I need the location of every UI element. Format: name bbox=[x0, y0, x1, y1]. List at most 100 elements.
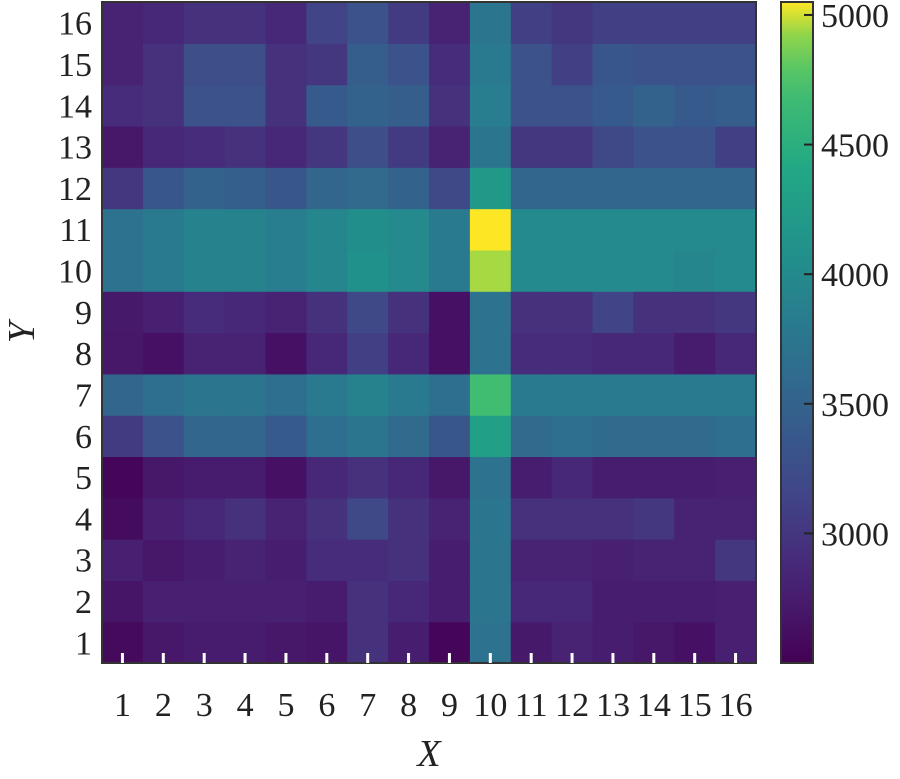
colorbar-tick-label: 3000 bbox=[821, 516, 889, 553]
x-tick-label: 4 bbox=[237, 687, 254, 724]
heatmap-cell bbox=[347, 373, 389, 416]
heatmap-cell bbox=[306, 415, 348, 458]
heatmap-cell bbox=[469, 84, 512, 127]
y-tick-label: 13 bbox=[58, 130, 92, 167]
heatmap-cell bbox=[429, 167, 471, 210]
heatmap-cell bbox=[102, 2, 144, 44]
heatmap-cell bbox=[551, 43, 594, 86]
heatmap-cell bbox=[142, 456, 185, 499]
heatmap-cell bbox=[265, 332, 307, 375]
heatmap-cell bbox=[347, 167, 389, 210]
plot-frame bbox=[101, 1, 757, 664]
heatmap-cell bbox=[510, 291, 553, 334]
heatmap-cell bbox=[633, 125, 675, 168]
y-tick-label: 12 bbox=[58, 171, 92, 208]
heatmap-cell bbox=[224, 167, 267, 210]
heatmap-cell bbox=[429, 2, 471, 44]
heatmap-cell bbox=[633, 539, 675, 581]
heatmap-cell bbox=[429, 43, 471, 86]
heatmap-cell bbox=[183, 84, 226, 127]
x-axis-title: X bbox=[415, 733, 442, 775]
colorbar-frame bbox=[780, 1, 814, 664]
colorbar-tick-label: 3500 bbox=[821, 387, 889, 424]
heatmap-cell bbox=[224, 208, 267, 251]
heatmap-cell bbox=[265, 580, 307, 623]
heatmap-cell bbox=[265, 373, 307, 416]
heatmap-cell bbox=[674, 415, 716, 458]
heatmap-cell bbox=[674, 43, 716, 86]
heatmap-cell bbox=[429, 497, 471, 540]
heatmap-cell bbox=[183, 167, 226, 210]
heatmap-cell bbox=[510, 167, 553, 210]
heatmap-cell bbox=[388, 43, 430, 86]
heatmap-cell bbox=[674, 291, 716, 334]
heatmap-cell bbox=[510, 456, 553, 499]
heatmap-cell bbox=[674, 539, 716, 581]
heatmap-cell bbox=[102, 291, 144, 334]
heatmap-cell bbox=[592, 125, 634, 168]
heatmap-cell bbox=[429, 332, 471, 375]
heatmap-cell bbox=[306, 125, 348, 168]
heatmap-cell bbox=[102, 539, 144, 581]
heatmap-cell bbox=[142, 415, 185, 458]
x-tick-label: 5 bbox=[277, 687, 294, 724]
heatmap-cell bbox=[142, 167, 185, 210]
heatmap-cell bbox=[388, 497, 430, 540]
x-tick-label: 1 bbox=[114, 687, 131, 724]
heatmap-cell bbox=[183, 539, 226, 581]
y-tick-label: 9 bbox=[75, 295, 92, 332]
heatmap-cell bbox=[510, 415, 553, 458]
heatmap-cell bbox=[347, 84, 389, 127]
heatmap-cell bbox=[347, 2, 389, 44]
heatmap-cell bbox=[142, 539, 185, 581]
heatmap-cell bbox=[510, 332, 553, 375]
x-tick-label: 2 bbox=[155, 687, 172, 724]
heatmap-cell bbox=[183, 125, 226, 168]
heatmap-cell bbox=[265, 208, 307, 251]
heatmap-cell bbox=[102, 167, 144, 210]
heatmap-cell bbox=[633, 373, 675, 416]
heatmap-cell bbox=[102, 84, 144, 127]
heatmap-cell bbox=[592, 291, 634, 334]
heatmap-cell bbox=[306, 373, 348, 416]
heatmap-cell bbox=[469, 249, 512, 292]
heatmap-cell bbox=[510, 539, 553, 581]
x-tick-label: 7 bbox=[359, 687, 376, 724]
heatmap-cell bbox=[674, 2, 716, 44]
heatmap-cell bbox=[265, 84, 307, 127]
heatmap-cell bbox=[510, 125, 553, 168]
heatmap-cell bbox=[265, 291, 307, 334]
x-tick-label: 11 bbox=[515, 687, 548, 724]
heatmap-cell bbox=[388, 167, 430, 210]
heatmap-cell bbox=[265, 456, 307, 499]
y-tick-label: 4 bbox=[75, 501, 92, 538]
heatmap-cell bbox=[224, 415, 267, 458]
heatmap-cell bbox=[551, 415, 594, 458]
heatmap-cell bbox=[510, 2, 553, 44]
heatmap-cell bbox=[306, 291, 348, 334]
heatmap-cell bbox=[633, 43, 675, 86]
heatmap-cell bbox=[551, 84, 594, 127]
heatmap-cell bbox=[633, 332, 675, 375]
heatmap-cell bbox=[715, 497, 757, 540]
x-tick-label: 8 bbox=[400, 687, 417, 724]
heatmap-cell bbox=[633, 167, 675, 210]
heatmap-cell bbox=[510, 497, 553, 540]
heatmap-cell bbox=[265, 125, 307, 168]
heatmap-cell bbox=[224, 249, 267, 292]
x-tick-label: 14 bbox=[637, 687, 671, 724]
heatmap-cell bbox=[388, 249, 430, 292]
heatmap-cell bbox=[551, 167, 594, 210]
heatmap-cell bbox=[633, 84, 675, 127]
heatmap-cell bbox=[674, 580, 716, 623]
heatmap-cell bbox=[388, 373, 430, 416]
heatmap-cell bbox=[102, 43, 144, 86]
colorbar bbox=[781, 2, 813, 663]
y-axis-title: Y bbox=[1, 318, 43, 343]
heatmap-cell bbox=[265, 2, 307, 44]
heatmap-cell bbox=[224, 2, 267, 44]
heatmap-cell bbox=[183, 373, 226, 416]
heatmap-cell bbox=[633, 208, 675, 251]
heatmap-cell bbox=[142, 373, 185, 416]
